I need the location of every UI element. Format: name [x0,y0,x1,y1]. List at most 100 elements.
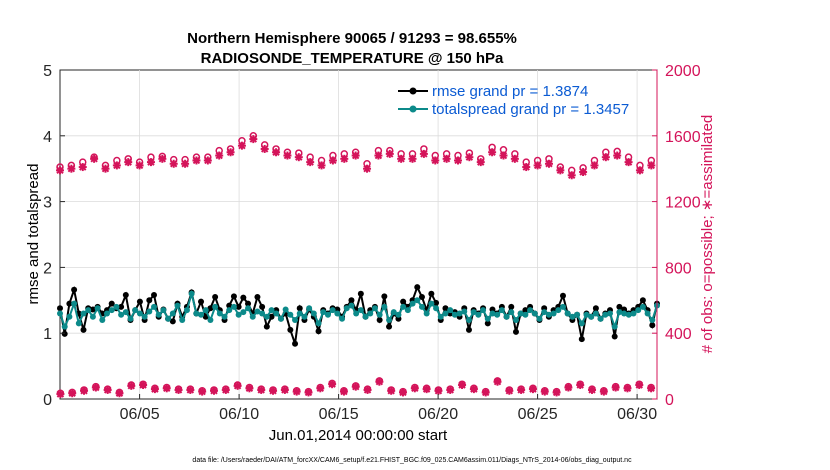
obs-assimilated-point [340,154,349,163]
y-tick-label: 1 [43,326,52,343]
totalspread-point [395,311,402,318]
totalspread-point [588,313,595,320]
obs-assimilated-point [635,381,644,390]
totalspread-point [343,305,350,312]
totalspread-point [169,310,176,317]
obs-assimilated-point [434,386,443,395]
obs-assimilated-point [292,387,301,396]
obs-assimilated-point [56,390,65,399]
obs-assimilated-point [124,158,133,167]
obs-assimilated-point [647,161,656,170]
totalspread-point [503,313,510,320]
x-axis-label: Jun.01,2014 00:00:00 start [269,427,448,444]
totalspread-point [475,311,482,318]
legend: rmse grand pr = 1.3874 totalspread grand… [398,83,629,118]
obs-assimilated-point [158,154,167,163]
totalspread-point [282,306,289,313]
obs-assimilated-point [544,159,553,168]
totalspread-point [451,311,458,318]
rmse-point [639,297,646,304]
obs-assimilated-point [68,389,77,398]
obs-assimilated-point [446,385,455,394]
rmse-point [71,286,78,293]
totalspread-point [99,317,106,324]
totalspread-point [122,309,129,316]
totalspread-point [367,310,374,317]
totalspread-point [216,310,223,317]
rmse-point [484,320,491,327]
totalspread-point [574,311,581,318]
y-right-tick-label: 800 [665,260,692,277]
totalspread-point [245,305,252,312]
obs-assimilated-point [556,166,565,175]
totalspread-point [630,310,637,317]
x-tick-label: 06/05 [120,406,160,423]
plot-area [59,69,658,400]
obs-assimilated-point [101,164,110,173]
legend-spread-marker [409,105,417,113]
obs-assimilated-point [245,384,254,393]
totalspread-point [160,307,167,314]
obs-assimilated-point [387,386,396,395]
totalspread-point [583,311,590,318]
obs-assimilated-point [280,385,289,394]
obs-assimilated-point [249,135,258,144]
rmse-point [198,298,205,305]
obs-assimilated-point [385,149,394,158]
totalspread-point [66,313,73,320]
obs-assimilated-point [624,158,633,167]
rmse-point [89,306,96,313]
obs-assimilated-point [192,156,201,165]
totalspread-point [376,311,383,318]
y-tick-label: 5 [43,63,52,80]
totalspread-point [371,305,378,312]
totalspread-point [254,308,261,315]
series-layer [56,132,660,399]
obs-assimilated-point [399,388,408,397]
rmse-point [442,305,449,312]
totalspread-point [174,302,181,309]
obs-assimilated-point [552,388,561,397]
obs-assimilated-point [528,385,537,394]
totalspread-point [555,307,562,314]
x-tick-label: 06/30 [617,406,657,423]
y-axis-label: rmse and totalspread [25,164,42,305]
totalspread-point [437,313,444,320]
obs-assimilated-point [139,381,148,390]
rmse-point [80,326,87,333]
obs-assimilated-point [613,151,622,160]
obs-assimilated-point [198,387,207,396]
obs-assimilated-point [127,381,136,390]
totalspread-point [183,307,190,314]
totalspread-point [202,307,209,314]
totalspread-point [165,315,172,322]
obs-assimilated-point [316,384,325,393]
totalspread-point [193,310,200,317]
legend-spread: totalspread grand pr = 1.3457 [432,101,629,118]
rmse-point [146,297,153,304]
obs-assimilated-point [635,166,644,175]
y-tick-label: 4 [43,129,52,146]
totalspread-point [136,310,143,317]
rmse-point [235,303,242,310]
totalspread-point [461,308,468,315]
rmse-point [578,336,585,343]
rmse-point [268,313,275,320]
obs-assimilated-point [590,161,599,170]
totalspread-point [277,315,284,322]
rmse-point [254,294,261,301]
obs-assimilated-point [431,156,440,165]
obs-assimilated-point [181,159,190,168]
rmse-point [245,300,252,307]
obs-assimilated-point [476,158,485,167]
totalspread-point [362,313,369,320]
rmse-point [522,307,529,314]
totalspread-point [212,303,219,310]
totalspread-point [188,290,195,297]
totalspread-point [155,311,162,318]
totalspread-point [108,307,115,314]
obs-assimilated-point [209,386,218,395]
totalspread-point [390,309,397,316]
totalspread-point [639,303,646,310]
